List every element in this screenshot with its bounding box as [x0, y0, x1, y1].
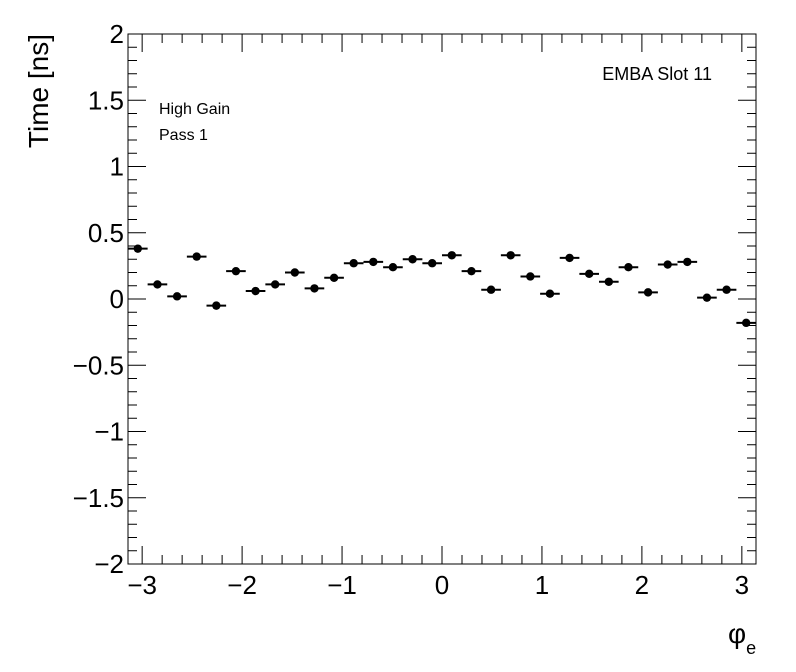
y-tick-label: 1.5 — [88, 85, 124, 115]
data-point — [172, 292, 182, 301]
data-point — [545, 289, 555, 298]
data-point — [604, 277, 614, 286]
tick-labels: −2−1.5−1−0.500.511.52−3 −2 −1 0 1 2 3 — [73, 19, 749, 600]
data-points — [128, 244, 756, 328]
data-point — [349, 259, 358, 268]
data-point — [722, 285, 731, 294]
data-point — [565, 253, 574, 263]
data-point — [192, 252, 201, 261]
data-point — [270, 280, 280, 289]
data-point — [290, 268, 300, 277]
y-tick-label: 0.5 — [88, 218, 124, 248]
x-tick-label: 3 — [735, 570, 749, 600]
data-point — [683, 257, 692, 267]
data-point — [624, 263, 633, 272]
annotation-high-gain: High Gain — [159, 101, 230, 118]
annotation-pass: Pass 1 — [159, 127, 208, 144]
data-point — [506, 251, 515, 260]
data-point — [408, 255, 417, 264]
data-point — [231, 266, 241, 276]
x-tick-label: −3 — [127, 570, 157, 600]
annotation-top-right: EMBA Slot 11 — [602, 64, 712, 84]
data-point — [447, 251, 457, 260]
data-point — [584, 269, 594, 279]
x-axis-title: φe — [728, 618, 756, 658]
x-tick-label: −2 — [227, 570, 257, 600]
data-point — [467, 266, 476, 276]
data-point — [643, 288, 653, 297]
data-point — [251, 286, 260, 296]
axis-ticks — [128, 33, 756, 565]
x-axis-title-subscript: e — [746, 638, 756, 658]
data-point — [526, 272, 535, 281]
data-point — [663, 260, 672, 269]
data-point — [702, 293, 712, 302]
y-tick-label: −1.5 — [73, 483, 124, 513]
y-tick-label: 2 — [110, 19, 124, 49]
data-point — [486, 285, 496, 294]
x-tick-label: 0 — [435, 570, 449, 600]
x-tick-label: 2 — [635, 570, 649, 600]
y-tick-label: 1 — [110, 152, 124, 182]
data-point — [212, 301, 221, 310]
data-point — [388, 263, 398, 272]
y-axis-title: Time [ns] — [23, 34, 54, 148]
data-point — [153, 280, 162, 289]
data-point — [310, 284, 319, 293]
y-tick-label: −2 — [94, 549, 124, 579]
y-tick-label: 0 — [110, 284, 124, 314]
data-point — [329, 273, 339, 282]
y-tick-label: −1 — [94, 417, 124, 447]
data-point — [369, 257, 378, 267]
x-tick-label: −1 — [327, 570, 357, 600]
data-point — [133, 244, 143, 253]
x-tick-label: 1 — [535, 570, 549, 600]
x-axis-title-symbol: φ — [728, 618, 746, 649]
data-point — [741, 318, 751, 328]
y-tick-label: −0.5 — [73, 350, 124, 380]
data-point — [427, 259, 437, 268]
